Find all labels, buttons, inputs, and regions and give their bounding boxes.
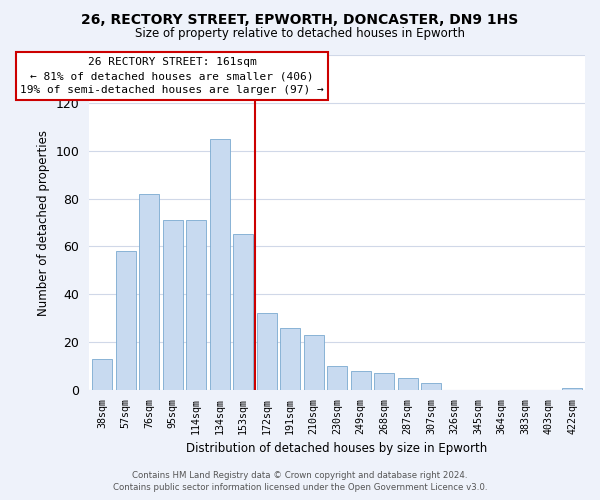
Bar <box>186 220 206 390</box>
Text: Contains HM Land Registry data © Crown copyright and database right 2024.
Contai: Contains HM Land Registry data © Crown c… <box>113 471 487 492</box>
X-axis label: Distribution of detached houses by size in Epworth: Distribution of detached houses by size … <box>187 442 488 455</box>
Bar <box>92 359 112 390</box>
Bar <box>257 314 277 390</box>
Bar <box>374 374 394 390</box>
Bar <box>562 388 582 390</box>
Bar <box>350 371 371 390</box>
Text: 26 RECTORY STREET: 161sqm
← 81% of detached houses are smaller (406)
19% of semi: 26 RECTORY STREET: 161sqm ← 81% of detac… <box>20 56 324 96</box>
Text: Size of property relative to detached houses in Epworth: Size of property relative to detached ho… <box>135 28 465 40</box>
Bar <box>421 383 441 390</box>
Bar <box>304 335 323 390</box>
Bar <box>327 366 347 390</box>
Bar <box>116 251 136 390</box>
Bar <box>163 220 182 390</box>
Bar <box>209 139 230 390</box>
Bar <box>398 378 418 390</box>
Bar <box>139 194 159 390</box>
Text: 26, RECTORY STREET, EPWORTH, DONCASTER, DN9 1HS: 26, RECTORY STREET, EPWORTH, DONCASTER, … <box>82 12 518 26</box>
Bar <box>280 328 300 390</box>
Bar <box>233 234 253 390</box>
Y-axis label: Number of detached properties: Number of detached properties <box>37 130 50 316</box>
